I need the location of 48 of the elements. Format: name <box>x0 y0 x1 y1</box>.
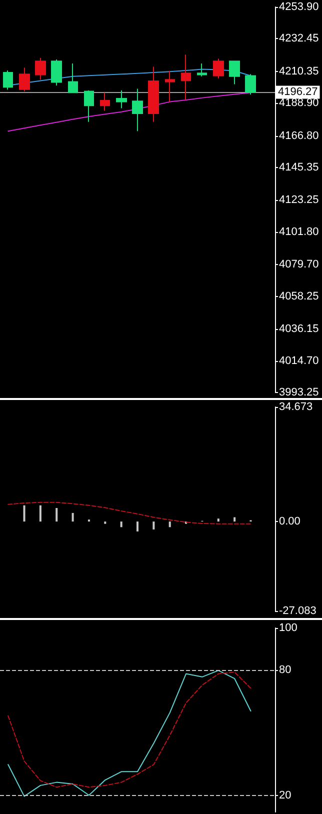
y-tick-label: 20 <box>279 789 292 802</box>
candlestick <box>35 57 46 80</box>
candlestick <box>148 66 159 122</box>
candlestick <box>116 90 127 109</box>
candlestick <box>100 92 110 112</box>
candlestick <box>3 70 13 90</box>
candlestick <box>245 74 256 96</box>
candlestick <box>68 63 78 94</box>
y-tick-label: 80 <box>279 664 292 676</box>
candlestick <box>181 54 191 101</box>
bar <box>120 522 122 528</box>
bar <box>72 512 74 522</box>
y-tick-label: 34.673 <box>279 401 313 413</box>
line-series <box>8 502 252 524</box>
candlestick <box>197 63 207 77</box>
candlestick <box>213 58 224 79</box>
y-tick-label: 3993.25 <box>279 386 319 398</box>
y-tick-label: 4079.70 <box>279 258 319 271</box>
bar <box>234 517 236 522</box>
y-tick-label: 4210.35 <box>279 65 319 78</box>
candlestick <box>51 59 62 86</box>
y-tick-label: 4166.80 <box>279 130 319 142</box>
candlestick <box>165 70 175 102</box>
bar <box>168 522 171 528</box>
y-tick-label: 100 <box>279 622 298 634</box>
y-tick-label: 4036.15 <box>279 323 319 336</box>
y-tick-label: 4101.80 <box>279 226 319 238</box>
candlestick <box>84 90 94 122</box>
bar <box>152 522 155 530</box>
y-tick-label: 4058.25 <box>279 290 319 302</box>
bar <box>56 508 58 522</box>
line-series <box>8 92 252 132</box>
y-tick-label: -27.083 <box>279 605 316 617</box>
y-tick-label: 4145.35 <box>279 162 319 174</box>
candlestick <box>19 67 30 92</box>
y-tick-label: 4123.25 <box>279 194 319 206</box>
y-tick-label: 4188.90 <box>279 97 319 110</box>
candlestick <box>229 60 240 85</box>
bar <box>39 505 42 522</box>
bar <box>23 505 26 522</box>
bar <box>217 518 220 522</box>
ref-line-label: 4196.27 <box>278 86 318 98</box>
y-tick-label: 4232.45 <box>279 32 319 45</box>
y-tick-label: 4014.70 <box>279 354 319 367</box>
candlestick <box>132 88 143 132</box>
y-tick-label: 0.00 <box>279 516 300 528</box>
bar <box>136 522 138 532</box>
y-tick-label: 4253.90 <box>279 1 319 13</box>
